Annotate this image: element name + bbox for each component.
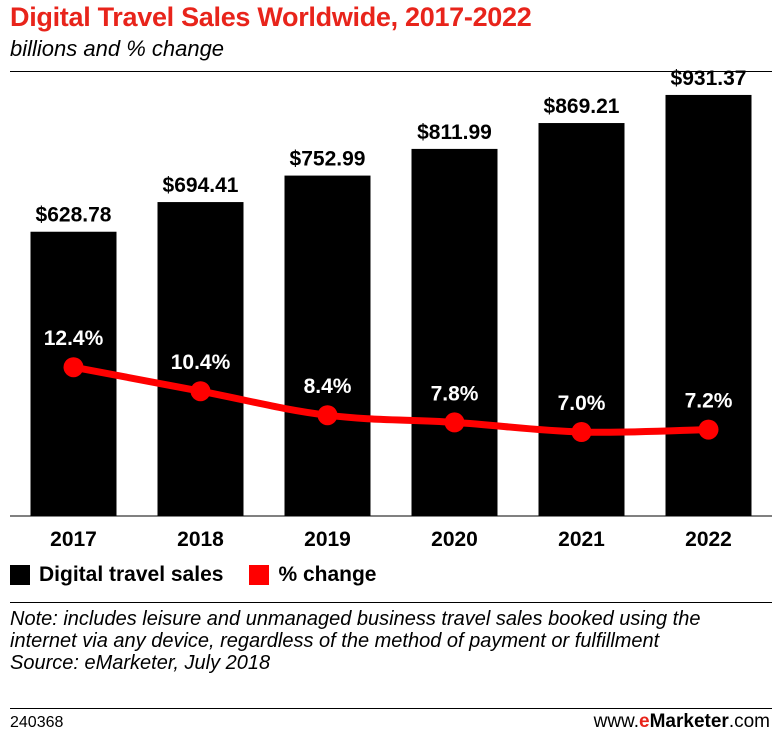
chart-title: Digital Travel Sales Worldwide, 2017-202…	[10, 2, 532, 32]
footer-divider	[10, 708, 772, 709]
x-tick-2021: 2021	[558, 528, 605, 551]
bar-label-2018: $694.41	[163, 174, 239, 197]
bar-2019	[284, 175, 371, 517]
legend-item-change: % change	[249, 563, 376, 587]
brand-logo: www.eMarketer.com	[594, 711, 770, 733]
bar-label-2020: $811.99	[417, 121, 492, 144]
change-point-2017	[63, 357, 84, 378]
change-label-2022: 7.2%	[685, 390, 733, 413]
bar-2022	[665, 94, 752, 516]
bar-label-2017: $628.78	[36, 204, 112, 227]
bar-label-2019: $752.99	[290, 148, 366, 171]
legend-label-sales: Digital travel sales	[39, 563, 224, 586]
bar-2020	[411, 148, 498, 517]
header-divider	[10, 71, 772, 72]
brand-name: Marketer	[649, 711, 729, 732]
legend-item-sales: Digital travel sales	[10, 563, 223, 587]
x-tick-2022: 2022	[685, 528, 732, 551]
bar-label-2022: $931.37	[671, 67, 747, 90]
legend-swatch-change	[249, 565, 270, 585]
change-point-2019	[317, 405, 338, 426]
brand-prefix: www.	[593, 711, 640, 732]
change-label-2017: 12.4%	[44, 327, 104, 350]
legend-label-change: % change	[278, 563, 377, 586]
brand-suffix: .com	[728, 711, 770, 732]
change-label-2019: 8.4%	[304, 375, 352, 398]
change-label-2018: 10.4%	[171, 351, 231, 374]
x-tick-2017: 2017	[50, 528, 97, 551]
bar-2021	[538, 123, 625, 516]
change-line	[70, 363, 712, 436]
chart-plot: $628.78 $694.41 $752.99 $811.99 $869.21 $931.…	[10, 67, 772, 551]
change-label-2021: 7.0%	[558, 392, 606, 415]
change-label-2020: 7.8%	[431, 382, 479, 405]
chart-id: 240368	[10, 714, 64, 731]
bar-label-2021: $869.21	[544, 95, 620, 118]
bar-2018	[157, 202, 244, 516]
change-point-2018	[190, 381, 211, 402]
note-divider	[10, 602, 772, 603]
change-point-2021	[571, 422, 592, 442]
x-tick-2018: 2018	[177, 528, 224, 551]
legend-swatch-sales	[10, 565, 30, 585]
source-text: Source: eMarketer, July 2018	[10, 652, 271, 674]
chart-legend: Digital travel sales % change	[10, 561, 402, 589]
change-point-2020	[444, 412, 465, 433]
note-text: Note: includes leisure and unmanaged bus…	[10, 608, 701, 652]
x-tick-2020: 2020	[431, 528, 478, 551]
change-point-2022	[698, 419, 719, 440]
chart-subtitle: billions and % change	[10, 36, 225, 61]
x-tick-2019: 2019	[304, 528, 351, 551]
brand-e: e	[639, 711, 650, 732]
chart-note: Note: includes leisure and unmanaged bus…	[10, 608, 772, 674]
